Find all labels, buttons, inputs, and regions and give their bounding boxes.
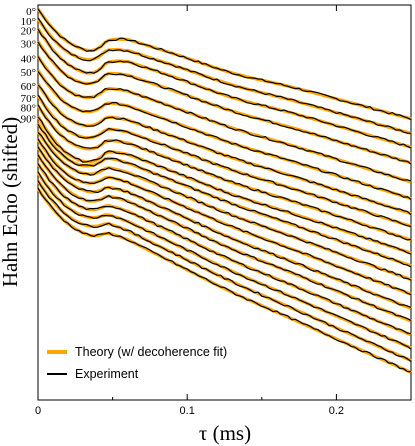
experiment-curve — [37, 138, 412, 295]
theory-curve — [36, 17, 412, 135]
curve-label: 50° — [21, 67, 36, 79]
curve-label: 30° — [21, 38, 36, 50]
x-tick-label: 0 — [35, 405, 41, 417]
series-layer — [36, 8, 412, 374]
curve-label: 90° — [21, 113, 36, 125]
x-tick-label: 0.2 — [329, 405, 344, 417]
curve-label: 60° — [21, 81, 36, 93]
experiment-curve — [37, 84, 412, 216]
experiment-curve — [37, 163, 412, 335]
curve-label: 20° — [21, 26, 36, 38]
experiment-curve — [37, 123, 412, 268]
experiment-curve — [37, 132, 412, 281]
experiment-curve — [37, 17, 412, 134]
curve-label: 0° — [26, 6, 36, 18]
experiment-curve — [37, 104, 412, 241]
curve-label: 80° — [21, 103, 36, 115]
experiment-curve — [37, 187, 412, 373]
theory-curve — [36, 8, 412, 121]
theory-curve — [36, 27, 412, 149]
tick-layer: 0 0.1 0.2 — [35, 5, 344, 417]
legend: Theory (w/ decoherence fit) Experiment — [47, 345, 227, 381]
experiment-curve — [37, 154, 412, 322]
experiment-curve — [37, 171, 412, 350]
experiment-curve — [37, 28, 412, 149]
y-axis-title: Hahn Echo (shifted) — [0, 117, 22, 287]
x-tick-label: 0.1 — [180, 405, 195, 417]
theory-curve — [36, 179, 412, 362]
experiment-curve — [37, 116, 412, 255]
experiment-curve — [37, 56, 412, 182]
curve-label-layer: 0°10°20°30° 40° 50° 60°70°80°90° — [21, 6, 36, 125]
experiment-curve — [37, 71, 412, 200]
x-axis-title: τ (ms) — [199, 421, 251, 445]
experiment-curve — [37, 146, 412, 309]
experiment-curve — [37, 94, 412, 227]
legend-label-experiment: Experiment — [75, 367, 139, 381]
plot-frame — [37, 4, 412, 401]
experiment-curve — [37, 8, 412, 121]
experiment-curve — [37, 180, 412, 362]
curve-label: 70° — [21, 93, 36, 105]
experiment-curve — [37, 41, 412, 165]
curve-label: 10° — [21, 16, 36, 28]
theory-curve — [36, 162, 412, 337]
curve-label: 40° — [21, 53, 36, 65]
legend-label-theory: Theory (w/ decoherence fit) — [75, 345, 227, 359]
